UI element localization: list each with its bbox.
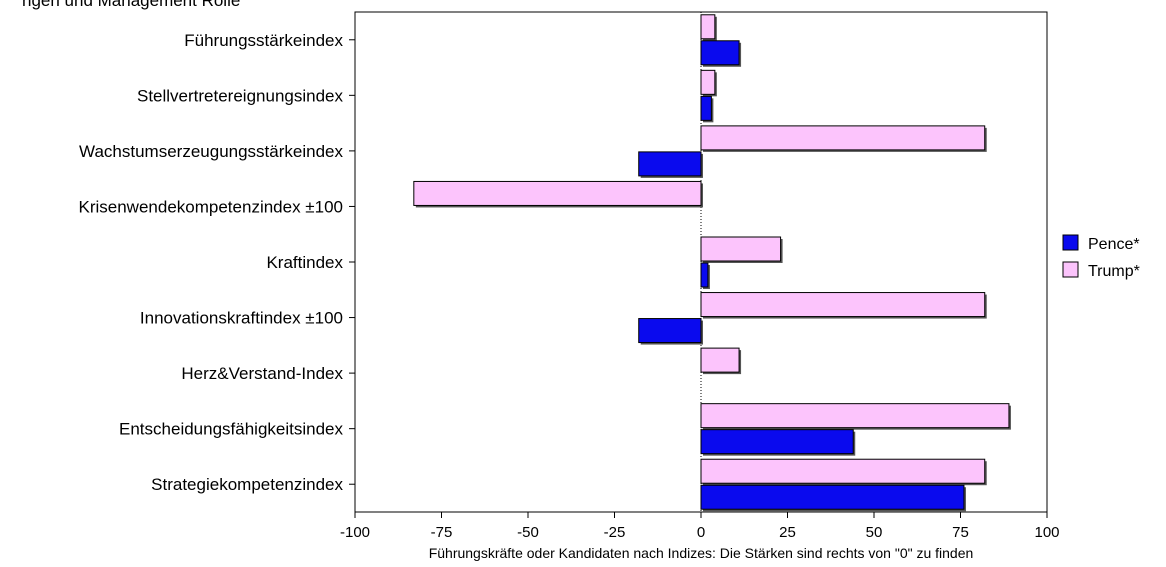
x-axis-ticks: -100 -75 -50 -25 0 25 50 75 100 — [340, 512, 1060, 541]
pence-bar — [700, 40, 740, 66]
x-tick-label: 50 — [866, 524, 883, 541]
x-tick-label: 25 — [779, 524, 796, 541]
trump-bar — [700, 458, 986, 484]
category-label: Entscheidungsfähigkeitsindex — [119, 420, 343, 439]
legend-label: Trump* — [1088, 263, 1140, 280]
trump-bar — [700, 14, 716, 40]
legend-swatch — [1062, 234, 1079, 251]
bars-group — [413, 14, 1011, 512]
x-tick-label: 100 — [1034, 524, 1059, 541]
category-label: Stellvertretereignungsindex — [137, 86, 344, 105]
trump-bar — [700, 347, 740, 373]
x-tick-label: 0 — [697, 524, 705, 541]
category-label: Führungsstärkeindex — [184, 31, 343, 50]
category-label: Wachstumserzeugungsstärkeindex — [79, 142, 343, 161]
legend-swatch — [1062, 261, 1079, 278]
category-label: Innovationskraftindex ±100 — [140, 309, 343, 328]
pence-bar — [700, 262, 709, 288]
trump-bar — [700, 236, 782, 262]
category-labels: Führungsstärkeindex Stellvertretereignung… — [79, 31, 355, 494]
trump-bar — [700, 69, 716, 95]
x-tick-label: -100 — [340, 524, 370, 541]
trump-bar — [700, 292, 986, 318]
pence-bar — [638, 318, 702, 344]
category-label: Herz&Verstand-Index — [181, 364, 343, 383]
x-tick-label: 75 — [952, 524, 969, 541]
x-tick-label: -50 — [517, 524, 539, 541]
x-tick-label: -75 — [431, 524, 453, 541]
trump-bar — [700, 403, 1010, 429]
x-tick-label: -25 — [604, 524, 626, 541]
legend-label: Pence* — [1088, 236, 1140, 253]
chart-top-caption: ngen und Management Rolle — [22, 0, 240, 10]
category-label: Strategiekompetenzindex — [151, 475, 343, 494]
pence-bar — [700, 484, 965, 510]
pence-bar — [700, 95, 712, 121]
x-axis-label: Führungskräfte oder Kandidaten nach Indi… — [429, 545, 974, 561]
category-label: Krisenwendekompetenzindex ±100 — [79, 197, 344, 216]
pence-bar — [638, 151, 702, 177]
category-label: Kraftindex — [266, 253, 343, 272]
pence-bar — [700, 429, 854, 455]
trump-bar — [700, 125, 986, 151]
legend: Pence* Trump* — [1062, 234, 1140, 280]
trump-bar — [413, 180, 702, 206]
